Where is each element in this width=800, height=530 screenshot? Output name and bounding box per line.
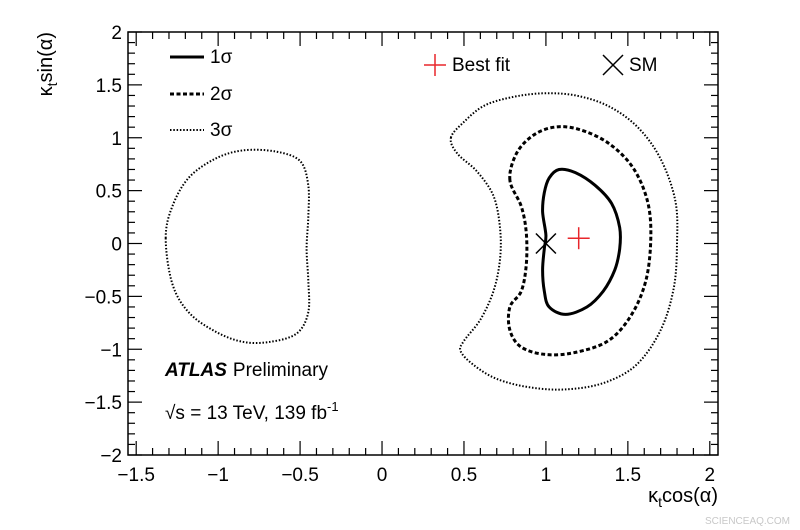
contour-dotted-2 bbox=[449, 92, 679, 391]
best-fit-marker bbox=[567, 227, 590, 250]
legend-label-3sigma: 3σ bbox=[210, 120, 233, 141]
contour-dotted-3 bbox=[164, 148, 311, 345]
sm-legend-marker bbox=[602, 54, 624, 76]
x-tick-label: 0.5 bbox=[451, 465, 477, 486]
x-tick-label: −0.5 bbox=[281, 465, 319, 486]
contour-solid-0 bbox=[541, 167, 622, 316]
x-tick-label: −1 bbox=[207, 465, 229, 486]
watermark: SCIENCEAQ.COM bbox=[705, 516, 790, 527]
contours-layer bbox=[164, 92, 679, 391]
x-axis-title: κtcos(α) bbox=[648, 485, 718, 510]
legend: 1σ 2σ 3σ bbox=[170, 47, 233, 141]
marker-legend: Best fit SM bbox=[424, 54, 658, 76]
sm-legend-label: SM bbox=[629, 55, 658, 76]
data-markers bbox=[535, 227, 590, 255]
x-tick-label: 2 bbox=[705, 465, 716, 486]
x-tick-label: −1.5 bbox=[117, 465, 155, 486]
legend-label-2sigma: 2σ bbox=[210, 84, 233, 105]
energy-lumi-label: √s = 13 TeV, 139 fb-1 bbox=[165, 399, 339, 424]
y-tick-label: 0.5 bbox=[96, 182, 122, 203]
x-tick-label: 0 bbox=[377, 465, 388, 486]
atlas-label: ATLAS Preliminary bbox=[164, 360, 328, 381]
contour-dashed-1 bbox=[506, 125, 653, 357]
axis-tick-labels: −1.5 −1 −0.5 0 0.5 1 1.5 2−2−1.5−1−0.500.511.52 bbox=[84, 23, 715, 486]
x-tick-label: 1 bbox=[541, 465, 552, 486]
y-tick-label: 1 bbox=[111, 129, 122, 150]
legend-label-1sigma: 1σ bbox=[210, 47, 233, 68]
best-fit-legend-label: Best fit bbox=[452, 55, 511, 76]
axis-ticks bbox=[128, 31, 718, 456]
y-tick-label: −0.5 bbox=[84, 287, 122, 308]
y-tick-label: −1 bbox=[100, 340, 122, 361]
y-tick-label: 0 bbox=[111, 235, 122, 256]
x-tick-label: 1.5 bbox=[615, 465, 641, 486]
sm-marker bbox=[535, 232, 557, 255]
y-tick-label: 1.5 bbox=[96, 76, 122, 97]
y-tick-label: −2 bbox=[100, 446, 122, 467]
best-fit-legend-marker bbox=[424, 54, 446, 76]
y-tick-label: −1.5 bbox=[84, 393, 122, 414]
y-tick-label: 2 bbox=[111, 23, 122, 44]
y-axis-title: κtsin(α) bbox=[35, 32, 60, 96]
